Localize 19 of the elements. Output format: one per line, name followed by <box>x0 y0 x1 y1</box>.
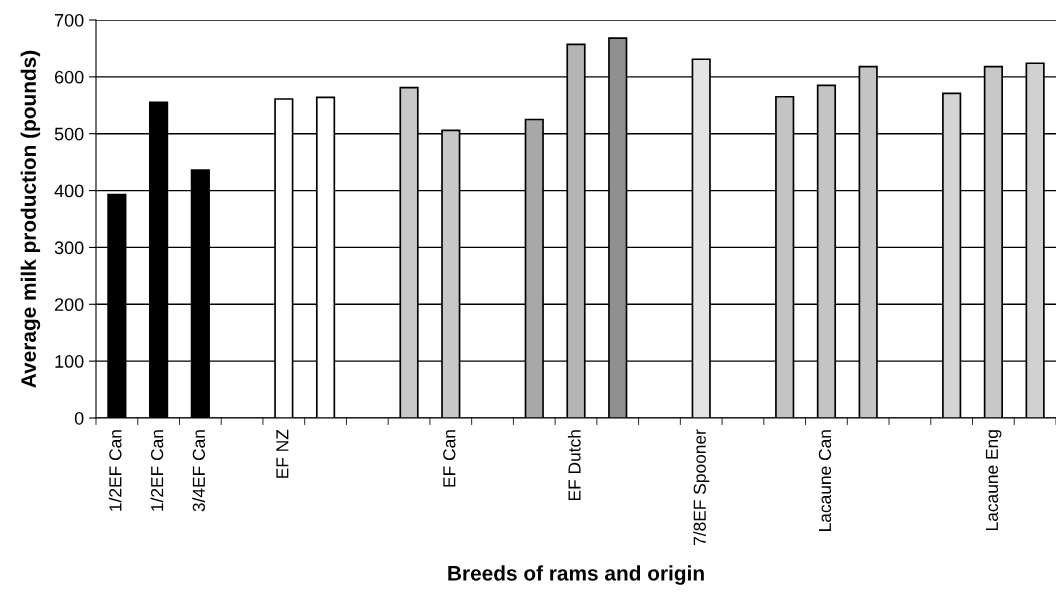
x-tick-label: Lacaune Eng <box>985 430 1002 531</box>
x-tick-label: Lacaune Can <box>818 430 832 531</box>
x-tick-label: 1/2EF Can <box>150 430 164 511</box>
y-tick-label: 400 <box>54 184 84 198</box>
y-tick-label: 200 <box>54 298 84 312</box>
x-tick-label: EF Can <box>443 430 456 487</box>
x-tick-label: 7/8EF Spooner <box>693 429 710 545</box>
y-tick-label: 500 <box>54 127 84 141</box>
x-tick-label: EF Dutch <box>567 430 581 501</box>
y-tick-label: 600 <box>54 70 84 84</box>
y-tick-label: 300 <box>54 241 84 255</box>
x-tick-label: 1/2EF Can <box>108 430 122 511</box>
x-axis-title: Breeds of rams and origin <box>448 565 704 585</box>
x-tick-label: 3/4EF Can <box>192 430 206 512</box>
y-tick-label: 700 <box>55 13 84 27</box>
y-axis-title: Average milk production (pounds) <box>20 50 41 388</box>
y-tick-label: 100 <box>55 355 84 368</box>
y-tick-label: 0 <box>74 411 84 425</box>
x-tick-label: EF NZ <box>276 429 289 478</box>
